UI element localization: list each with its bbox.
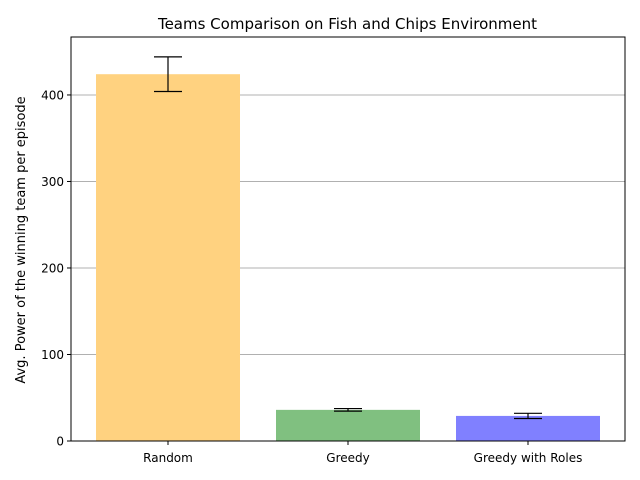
y-tick-label: 200 [41, 261, 64, 275]
y-tick-label: 100 [41, 348, 64, 362]
bar-greedy [276, 409, 420, 441]
x-tick-label: Greedy [326, 451, 369, 465]
bar-random [96, 74, 240, 441]
y-tick-label: 0 [56, 435, 64, 449]
y-axis-label: Avg. Power of the winning team per episo… [14, 96, 29, 383]
y-axis-ticks: 0 100 200 300 400 [41, 88, 71, 449]
y-tick-label: 400 [41, 88, 64, 102]
x-axis-ticks: Random Greedy Greedy with Roles [143, 441, 582, 465]
x-tick-label: Greedy with Roles [474, 451, 583, 465]
bar-greedy-with-roles [456, 415, 600, 441]
chart-title: Teams Comparison on Fish and Chips Envir… [157, 15, 537, 33]
y-tick-label: 300 [41, 175, 64, 189]
error-bars [154, 56, 542, 420]
bars [96, 74, 600, 441]
x-tick-label: Random [143, 451, 193, 465]
